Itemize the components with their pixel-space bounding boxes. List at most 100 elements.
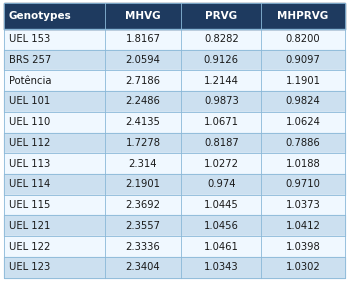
Bar	[4, 50, 105, 70]
Bar	[261, 91, 345, 112]
Text: 0.9126: 0.9126	[204, 55, 239, 65]
Bar	[105, 236, 181, 257]
Bar	[181, 29, 261, 50]
Bar	[4, 257, 105, 278]
Bar	[4, 91, 105, 112]
Text: 1.0373: 1.0373	[286, 200, 320, 210]
Text: 1.0412: 1.0412	[285, 221, 320, 231]
Bar	[261, 216, 345, 236]
Bar	[181, 236, 261, 257]
Text: 1.2144: 1.2144	[204, 76, 239, 86]
Bar	[105, 70, 181, 91]
Bar	[181, 91, 261, 112]
Bar	[4, 29, 105, 50]
Text: 1.0624: 1.0624	[285, 117, 320, 127]
Text: BRS 257: BRS 257	[9, 55, 51, 65]
Text: UEL 122: UEL 122	[9, 242, 50, 251]
Text: 0.9873: 0.9873	[204, 96, 239, 106]
Text: 2.2486: 2.2486	[126, 96, 161, 106]
Text: 0.8200: 0.8200	[286, 34, 320, 44]
Text: 2.7186: 2.7186	[126, 76, 161, 86]
Bar	[181, 174, 261, 195]
Bar	[261, 195, 345, 216]
Bar	[181, 50, 261, 70]
Text: UEL 153: UEL 153	[9, 34, 50, 44]
Bar	[261, 112, 345, 133]
Bar	[4, 216, 105, 236]
Bar	[181, 3, 261, 29]
Text: Genotypes: Genotypes	[9, 11, 72, 21]
Bar	[261, 257, 345, 278]
Text: 0.9097: 0.9097	[285, 55, 320, 65]
Text: 1.0456: 1.0456	[204, 221, 239, 231]
Bar	[4, 195, 105, 216]
Bar	[181, 133, 261, 153]
Text: 1.0188: 1.0188	[286, 158, 320, 169]
Text: PRVG: PRVG	[205, 11, 237, 21]
Bar	[181, 216, 261, 236]
Text: 1.0302: 1.0302	[286, 262, 320, 272]
Text: MHVG: MHVG	[125, 11, 161, 21]
Bar	[261, 153, 345, 174]
Text: UEL 114: UEL 114	[9, 179, 50, 189]
Text: UEL 115: UEL 115	[9, 200, 50, 210]
Bar	[4, 112, 105, 133]
Text: 2.3404: 2.3404	[126, 262, 160, 272]
Bar	[181, 70, 261, 91]
Bar	[105, 3, 181, 29]
Bar	[105, 174, 181, 195]
Bar	[261, 70, 345, 91]
Bar	[261, 174, 345, 195]
Text: 1.0671: 1.0671	[204, 117, 239, 127]
Text: 1.8167: 1.8167	[126, 34, 161, 44]
Text: 1.0445: 1.0445	[204, 200, 239, 210]
Text: 1.0398: 1.0398	[286, 242, 320, 251]
Text: 1.1901: 1.1901	[285, 76, 321, 86]
Text: 0.8187: 0.8187	[204, 138, 239, 148]
Text: 2.314: 2.314	[129, 158, 157, 169]
Bar	[105, 91, 181, 112]
Bar	[4, 236, 105, 257]
Text: UEL 112: UEL 112	[9, 138, 50, 148]
Text: 2.0594: 2.0594	[126, 55, 161, 65]
Text: UEL 121: UEL 121	[9, 221, 50, 231]
Text: Potência: Potência	[9, 76, 51, 86]
Text: 1.7278: 1.7278	[126, 138, 161, 148]
Bar	[105, 112, 181, 133]
Text: UEL 123: UEL 123	[9, 262, 50, 272]
Bar	[105, 153, 181, 174]
Bar	[261, 50, 345, 70]
Text: 1.0461: 1.0461	[204, 242, 239, 251]
Bar	[105, 50, 181, 70]
Bar	[261, 3, 345, 29]
Bar	[261, 236, 345, 257]
Text: 2.1901: 2.1901	[126, 179, 161, 189]
Bar	[4, 153, 105, 174]
Text: UEL 101: UEL 101	[9, 96, 50, 106]
Text: 2.4135: 2.4135	[126, 117, 161, 127]
Text: 2.3557: 2.3557	[126, 221, 161, 231]
Text: 1.0343: 1.0343	[204, 262, 239, 272]
Bar	[105, 216, 181, 236]
Bar	[105, 195, 181, 216]
Bar	[4, 133, 105, 153]
Bar	[105, 29, 181, 50]
Bar	[181, 112, 261, 133]
Bar	[181, 257, 261, 278]
Bar	[261, 133, 345, 153]
Text: UEL 113: UEL 113	[9, 158, 50, 169]
Bar	[4, 3, 105, 29]
Text: 0.8282: 0.8282	[204, 34, 239, 44]
Text: 2.3336: 2.3336	[126, 242, 161, 251]
Bar	[261, 29, 345, 50]
Bar	[181, 153, 261, 174]
Bar	[4, 70, 105, 91]
Bar	[105, 257, 181, 278]
Text: 0.974: 0.974	[207, 179, 236, 189]
Bar	[181, 195, 261, 216]
Text: 2.3692: 2.3692	[126, 200, 161, 210]
Bar	[105, 133, 181, 153]
Bar	[4, 174, 105, 195]
Text: UEL 110: UEL 110	[9, 117, 50, 127]
Text: MHPRVG: MHPRVG	[277, 11, 329, 21]
